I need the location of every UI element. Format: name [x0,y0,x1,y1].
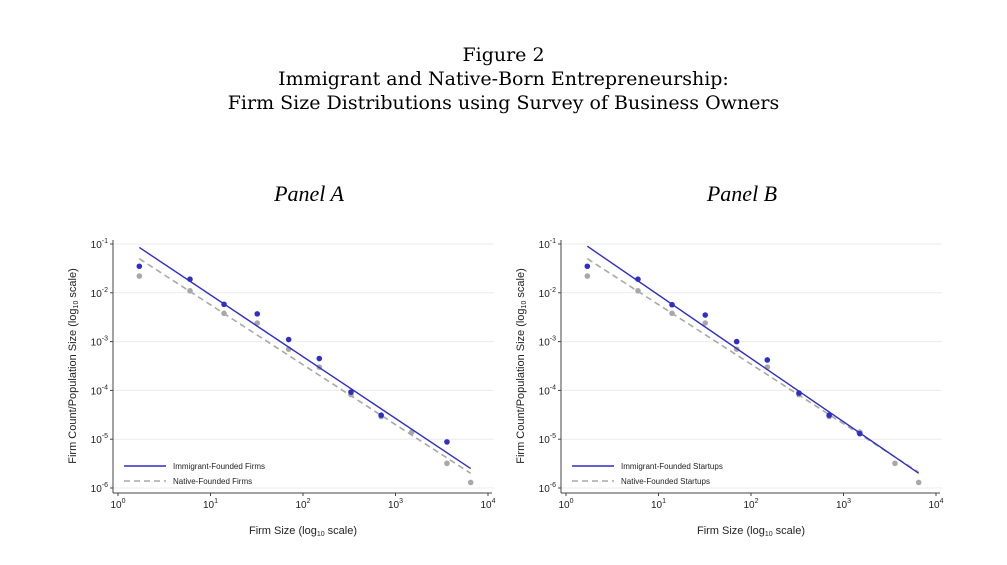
data-point [187,276,193,282]
legend: Immigrant-Founded Startups Native-Founded… [572,462,723,486]
x-tick-label: 104 [480,498,495,511]
y-tick-label: 10-3 [91,336,108,349]
x-tick-label: 100 [558,498,573,511]
data-point [221,310,227,317]
x-tick-label: 103 [836,498,851,511]
data-point [635,276,641,282]
series-immigrant [136,246,472,470]
panel-b-plot: 10-6 10-5 10-4 10-3 10-2 10-1 100 101 102 103 104 F… [515,238,944,538]
data-point [733,338,740,345]
x-tick-label: 101 [651,498,666,511]
x-tick-label: 104 [928,498,943,511]
fit-line [586,258,920,473]
y-tick-label: 10-4 [539,384,556,397]
figure-number: Figure 2 [462,44,545,66]
data-point [635,287,641,294]
data-point [915,479,922,486]
y-tick-label: 10-2 [91,287,108,300]
data-point [316,355,323,362]
y-axis-label: Firm Count/Population Size (log10 scale) [515,268,528,464]
y-tick-label: 10-5 [91,433,108,446]
data-point [826,412,832,419]
x-tick-label: 101 [203,498,218,511]
data-point [856,430,863,437]
x-tick-label: 102 [743,498,758,511]
data-point [669,301,675,308]
y-tick-label: 10-2 [539,287,556,300]
y-tick-label: 10-4 [91,384,108,397]
data-point [702,312,709,318]
series-immigrant [584,245,920,474]
panel-a-plot: 10-6 10-5 10-4 10-3 10-2 10-1 100 101 102 103 104 F… [67,238,496,538]
data-point [467,479,474,486]
data-point [892,460,898,467]
data-point [702,320,709,326]
x-tick-label: 100 [110,498,125,511]
x-axis-label: Firm Size (log10 scale) [249,525,357,538]
legend: Immigrant-Founded Firms Native-Founded Fi… [124,462,265,486]
y-tick-label: 10-6 [539,482,556,495]
x-axis-label: Firm Size (log10 scale) [697,525,805,538]
legend-label: Immigrant-Founded Startups [621,462,723,471]
fit-line [138,246,472,470]
fit-line [586,245,920,474]
data-point [796,390,802,396]
x-tick-label: 103 [388,498,403,511]
data-point [254,311,261,317]
data-point [136,273,143,279]
data-point [348,389,354,395]
legend-label: Native-Founded Startups [621,477,710,486]
data-point [764,357,771,363]
data-point [669,310,675,317]
y-tick-label: 10-5 [539,433,556,446]
x-tick-label: 102 [295,498,310,511]
y-tick-label: 10-1 [539,238,556,251]
legend-label: Native-Founded Firms [173,477,252,486]
panel-b-title: Panel B [706,181,778,206]
data-point [221,301,227,308]
data-point [444,439,450,445]
legend-label: Immigrant-Founded Firms [173,462,265,471]
y-axis-label: Firm Count/Population Size (log10 scale) [67,268,80,464]
fit-line [138,258,472,474]
figure-title: Immigrant and Native-Born Entrepreneursh… [278,68,729,90]
data-point [444,460,450,467]
data-point [584,263,591,270]
data-point [136,263,143,270]
figure-subtitle: Firm Size Distributions using Survey of … [227,92,780,114]
data-point [187,287,193,294]
y-tick-label: 10-6 [91,482,108,495]
data-point [584,273,591,279]
y-tick-label: 10-3 [539,336,556,349]
data-point [378,412,384,419]
y-tick-label: 10-1 [91,238,108,251]
panel-a-title: Panel A [274,181,344,206]
data-point [285,336,292,343]
